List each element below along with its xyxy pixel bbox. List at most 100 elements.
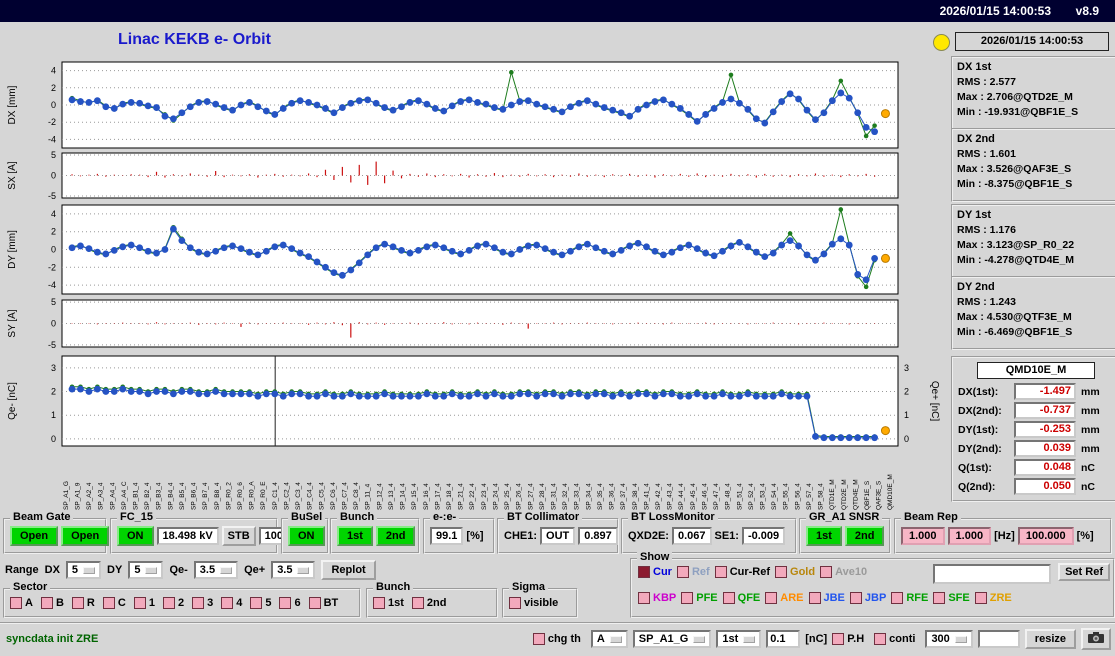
show-checkbox-ave10[interactable]: Ave10: [820, 566, 867, 578]
fc15-stb-button[interactable]: STB: [221, 526, 256, 546]
svg-text:SP_18_4: SP_18_4: [446, 483, 453, 510]
checkbox-box[interactable]: [192, 597, 205, 609]
show-checkbox-jbp[interactable]: JBP: [849, 592, 886, 604]
range-qe--dropdown[interactable]: 3.5: [193, 561, 239, 579]
sector-checkbox-4[interactable]: 4: [221, 597, 242, 609]
range-dy-dropdown[interactable]: 5: [128, 561, 164, 579]
checkbox-box[interactable]: [532, 633, 545, 645]
checkbox-box[interactable]: [820, 566, 833, 578]
sector-checkbox-2[interactable]: 2: [162, 597, 184, 609]
sector-checkbox-6[interactable]: 6: [279, 597, 301, 609]
checkbox-box[interactable]: [102, 597, 115, 609]
show-checkbox-are[interactable]: ARE: [765, 592, 804, 604]
checkbox-box[interactable]: [714, 566, 727, 578]
dropdown-handle-icon[interactable]: [220, 566, 233, 574]
checkbox-box[interactable]: [676, 566, 689, 578]
dropdown-handle-icon[interactable]: [954, 635, 967, 643]
sector-checkbox-5[interactable]: 5: [250, 597, 271, 609]
show-checkbox-cur-ref[interactable]: Cur-Ref: [714, 566, 770, 578]
show-checkbox-qfe[interactable]: QFE: [722, 592, 760, 604]
checkbox-box[interactable]: [765, 592, 778, 604]
show-checkbox-jbe[interactable]: JBE: [808, 592, 845, 604]
checkbox-box[interactable]: [250, 597, 263, 609]
snsr-1st-button[interactable]: 1st: [806, 526, 842, 546]
dropdown-handle-icon[interactable]: [83, 566, 96, 574]
checkbox-box[interactable]: [71, 597, 84, 609]
range-qe+-dropdown[interactable]: 3.5: [271, 561, 316, 579]
screenshot-button[interactable]: [1081, 628, 1111, 650]
checkbox-box[interactable]: [40, 597, 53, 609]
show-checkbox-sfe[interactable]: SFE: [933, 592, 970, 604]
resize-button[interactable]: resize: [1024, 629, 1076, 649]
chg-th-checkbox[interactable]: chg th: [532, 633, 581, 645]
sector-checkbox-1[interactable]: 1: [133, 597, 155, 609]
svg-text:-4: -4: [48, 134, 56, 144]
sector-checkbox-r[interactable]: R: [71, 597, 95, 609]
interval-dropdown[interactable]: 300: [925, 630, 973, 648]
sector-dropdown[interactable]: A: [590, 630, 628, 648]
bunch-checkbox-1st[interactable]: 1st: [373, 597, 404, 609]
dropdown-handle-icon[interactable]: [693, 635, 706, 643]
checkbox-box[interactable]: [411, 597, 424, 609]
ref-name-input[interactable]: [933, 564, 1051, 584]
checkbox-box[interactable]: [509, 597, 521, 609]
sector-checkbox-3[interactable]: 3: [192, 597, 213, 609]
show-checkbox-pfe[interactable]: PFE: [681, 592, 718, 604]
svg-text:SP_B6_4: SP_B6_4: [191, 482, 198, 510]
show-checkbox-cur[interactable]: Cur: [638, 566, 672, 578]
range-dx-dropdown[interactable]: 5: [65, 561, 102, 579]
checkbox-box[interactable]: [808, 592, 821, 604]
show-checkbox-gold[interactable]: Gold: [775, 566, 815, 578]
busel-on-button[interactable]: ON: [288, 526, 325, 546]
snsr-2nd-button[interactable]: 2nd: [844, 526, 885, 546]
beam-gate-open-1[interactable]: Open: [10, 526, 59, 546]
bunch-dropdown[interactable]: 1st: [716, 630, 762, 648]
dropdown-handle-icon[interactable]: [609, 635, 622, 643]
checkbox-box[interactable]: [10, 597, 22, 609]
checkbox-box[interactable]: [133, 597, 146, 609]
sigma-checkbox-visible[interactable]: visible: [509, 597, 558, 609]
bunch-2nd-button[interactable]: 2nd: [375, 526, 416, 546]
svg-text:SP_17_4: SP_17_4: [434, 483, 441, 510]
sector-checkbox-b[interactable]: B: [40, 597, 64, 609]
checkbox-box[interactable]: [638, 592, 650, 604]
monitor-row-unit: nC: [1081, 461, 1095, 474]
sector-checkbox-bt[interactable]: BT: [308, 597, 338, 609]
ph-checkbox[interactable]: P.H: [832, 633, 864, 645]
show-checkbox-rfe[interactable]: RFE: [891, 592, 928, 604]
threshold-input[interactable]: [766, 630, 801, 648]
sector-checkbox-a[interactable]: A: [10, 597, 33, 609]
range-qe--label: Qe-: [169, 564, 188, 576]
checkbox-box[interactable]: [308, 597, 321, 609]
checkbox-box[interactable]: [221, 597, 234, 609]
fc15-on-button[interactable]: ON: [117, 526, 154, 546]
dropdown-handle-icon[interactable]: [743, 635, 756, 643]
sector-checkbox-c[interactable]: C: [102, 597, 126, 609]
show-checkbox-kbp[interactable]: KBP: [638, 592, 676, 604]
conti-checkbox[interactable]: conti: [874, 633, 915, 645]
checkbox-box[interactable]: [638, 566, 650, 578]
checkbox-box[interactable]: [775, 566, 788, 578]
replot-button[interactable]: Replot: [321, 560, 376, 580]
checkbox-box[interactable]: [162, 597, 175, 609]
checkbox-box[interactable]: [279, 597, 292, 609]
bunch-1st-button[interactable]: 1st: [337, 526, 373, 546]
bunch-checkbox-2nd[interactable]: 2nd: [411, 597, 446, 609]
checkbox-box[interactable]: [874, 633, 887, 645]
checkbox-box[interactable]: [681, 592, 694, 604]
beam-gate-open-2[interactable]: Open: [61, 526, 110, 546]
monitor-dropdown[interactable]: SP_A1_G: [632, 630, 712, 648]
extra-input[interactable]: [977, 630, 1020, 648]
checkbox-box[interactable]: [832, 633, 845, 645]
show-checkbox-zre[interactable]: ZRE: [974, 592, 1012, 604]
dropdown-handle-icon[interactable]: [145, 566, 158, 574]
checkbox-box[interactable]: [933, 592, 946, 604]
checkbox-box[interactable]: [974, 592, 987, 604]
checkbox-box[interactable]: [722, 592, 735, 604]
checkbox-box[interactable]: [373, 597, 385, 609]
set-ref-button[interactable]: Set Ref: [1058, 563, 1110, 581]
show-checkbox-ref[interactable]: Ref: [676, 566, 710, 578]
checkbox-box[interactable]: [891, 592, 904, 604]
checkbox-box[interactable]: [849, 592, 862, 604]
dropdown-handle-icon[interactable]: [297, 566, 310, 574]
